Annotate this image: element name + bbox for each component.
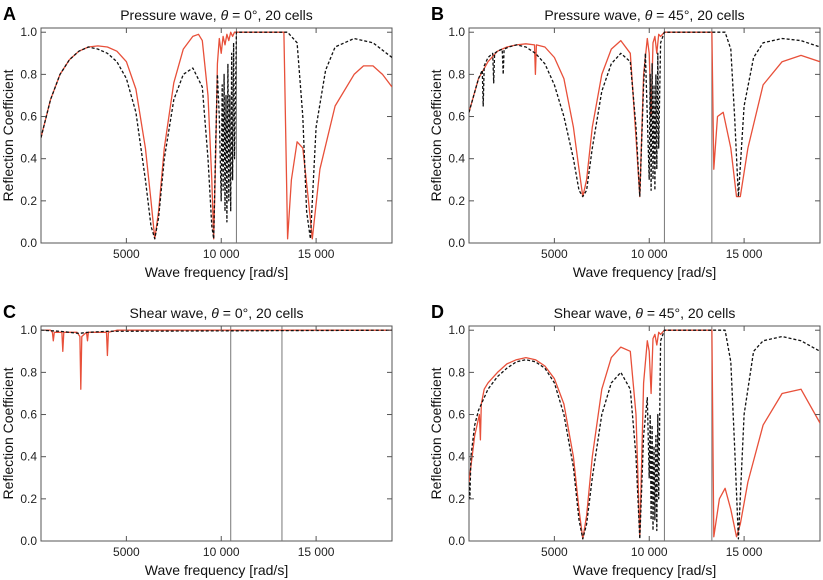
y-tick-label: 0.4 — [448, 152, 465, 166]
panel-d: 0.0 0.2 0.4 0.6 0.8 1.0 5000 10 000 15 000 Wave f… — [428, 302, 821, 578]
panel-a: 0.0 0.2 0.4 0.6 0.8 1.0 5000 10 000 15 000 Wave f… — [0, 4, 393, 280]
y-tick-label: 0.8 — [20, 365, 37, 379]
y-tick-label: 0.8 — [448, 365, 465, 379]
x-tick-label: 10 000 — [631, 247, 668, 261]
x-axis-label: Wave frequency [rad/s] — [145, 264, 288, 280]
panel-letter: A — [3, 4, 16, 24]
y-tick-label: 0.2 — [20, 492, 37, 506]
y-tick-label: 0.6 — [448, 408, 465, 422]
x-axis-label: Wave frequency [rad/s] — [573, 562, 716, 578]
x-tick-label: 5000 — [113, 247, 140, 261]
series-line-black-dashed — [41, 31, 392, 240]
y-tick-label: 0.0 — [20, 534, 37, 548]
y-axis-label: Reflection Coefficient — [428, 367, 444, 499]
y-tick-label: 0.0 — [448, 236, 465, 250]
y-tick-label: 1.0 — [20, 323, 37, 337]
y-tick-label: 0.0 — [448, 534, 465, 548]
x-tick-label: 10 000 — [631, 545, 668, 559]
y-tick-label: 0.0 — [20, 236, 37, 250]
y-axis-label: Reflection Coefficient — [0, 69, 16, 201]
panel-b: 0.0 0.2 0.4 0.6 0.8 1.0 5000 10 000 15 000 Wave f… — [428, 4, 821, 280]
x-tick-label: 10 000 — [203, 545, 240, 559]
plot-frame — [40, 325, 393, 542]
x-tick-label: 5000 — [541, 545, 568, 559]
y-axis-label: Reflection Coefficient — [0, 367, 16, 499]
y-tick-label: 1.0 — [20, 25, 37, 39]
y-tick-label: 0.2 — [20, 194, 37, 208]
chart-title: Shear wave, θ = 45°, 20 cells — [554, 305, 736, 321]
chart-title: Shear wave, θ = 0°, 20 cells — [130, 305, 304, 321]
x-tick-label: 10 000 — [203, 247, 240, 261]
x-tick-label: 15 000 — [298, 545, 335, 559]
x-tick-label: 15 000 — [298, 247, 335, 261]
y-tick-label: 1.0 — [448, 323, 465, 337]
y-tick-label: 0.6 — [20, 110, 37, 124]
plot-frame — [468, 325, 821, 542]
x-axis-label: Wave frequency [rad/s] — [145, 562, 288, 578]
series-line-red-solid — [41, 31, 392, 240]
y-tick-label: 0.4 — [448, 450, 465, 464]
chart-title: Pressure wave, θ = 45°, 20 cells — [544, 7, 744, 23]
x-tick-label: 5000 — [541, 247, 568, 261]
series-line-red-solid — [469, 31, 820, 198]
y-tick-label: 0.2 — [448, 194, 465, 208]
panel-letter: B — [431, 4, 444, 24]
series-line-black-dashed — [469, 31, 820, 198]
y-tick-label: 0.4 — [20, 450, 37, 464]
x-axis-label: Wave frequency [rad/s] — [573, 264, 716, 280]
x-tick-label: 15 000 — [726, 247, 763, 261]
series-line-red-solid — [469, 329, 820, 540]
panel-letter: D — [431, 302, 444, 322]
panel-letter: C — [3, 302, 16, 322]
panel-c: 0.0 0.2 0.4 0.6 0.8 1.0 5000 10 000 15 000 Wave f… — [0, 302, 393, 578]
y-tick-label: 0.8 — [20, 67, 37, 81]
series-line-red-solid — [41, 329, 392, 390]
y-tick-label: 1.0 — [448, 25, 465, 39]
y-tick-label: 0.6 — [448, 110, 465, 124]
y-axis-label: Reflection Coefficient — [428, 69, 444, 201]
y-tick-label: 0.4 — [20, 152, 37, 166]
plot-frame — [468, 27, 821, 244]
x-tick-label: 15 000 — [726, 545, 763, 559]
y-tick-label: 0.8 — [448, 67, 465, 81]
series-line-black-dashed — [469, 329, 820, 540]
y-tick-label: 0.2 — [448, 492, 465, 506]
chart-title: Pressure wave, θ = 0°, 20 cells — [120, 7, 313, 23]
x-tick-label: 5000 — [113, 545, 140, 559]
y-tick-label: 0.6 — [20, 408, 37, 422]
series-line-black-dashed — [41, 329, 392, 335]
